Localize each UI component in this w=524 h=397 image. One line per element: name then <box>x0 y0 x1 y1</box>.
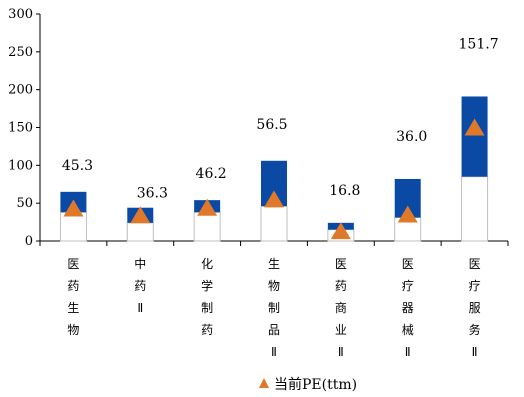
current-pe-markers <box>63 118 485 240</box>
range-bar-lower <box>59 211 87 242</box>
data-label: 56.5 <box>256 117 287 133</box>
category-label-char: 疗 <box>469 279 481 293</box>
current-pe-marker <box>130 206 151 224</box>
range-bar-lower <box>260 205 288 242</box>
category-label-char: Ⅱ <box>338 345 344 359</box>
category-label-char: 医 <box>469 257 481 271</box>
category-label-char: 生 <box>67 301 79 315</box>
category-label-char: 物 <box>67 323 79 337</box>
category-label-char: 服 <box>469 301 481 315</box>
range-bar-lower <box>126 222 154 242</box>
category-label-char: 生 <box>268 257 280 271</box>
data-labels: 45.3 36.3 46.2 56.5 16.8 36.0 151.7 <box>62 36 499 201</box>
range-bar-upper <box>461 96 488 177</box>
category-label-char: 药 <box>67 279 79 293</box>
category-label-char: 医 <box>402 257 414 271</box>
data-label: 16.8 <box>329 183 360 199</box>
y-axis: 0 50 100 150 200 250 300 <box>8 7 509 249</box>
legend-label: 当前PE(ttm) <box>274 376 357 393</box>
data-label: 46.2 <box>196 166 227 182</box>
category-label-char: 制 <box>201 301 213 315</box>
category-label-char: 化 <box>201 257 213 271</box>
category-label-char: 品 <box>268 323 280 337</box>
category-label-char: 制 <box>268 301 280 315</box>
category-label-char: Ⅱ <box>405 345 411 359</box>
y-tick-label: 100 <box>8 158 33 173</box>
category-label-char: Ⅱ <box>137 301 143 315</box>
current-pe-marker <box>330 222 351 240</box>
range-bar-lower <box>193 211 221 242</box>
data-label: 151.7 <box>459 36 499 52</box>
y-tick-label: 300 <box>8 7 33 22</box>
y-tick-label: 0 <box>25 234 33 249</box>
category-label-char: 械 <box>402 322 414 337</box>
category-label-char: Ⅱ <box>271 345 277 359</box>
y-tick-label: 50 <box>16 196 33 211</box>
data-label: 36.0 <box>396 129 427 145</box>
current-pe-marker <box>63 199 84 217</box>
category-label-char: 物 <box>268 279 280 293</box>
current-pe-marker <box>197 198 218 216</box>
data-label: 36.3 <box>137 186 168 202</box>
category-label-char: 药 <box>134 279 146 293</box>
category-label-char: 疗 <box>402 279 414 293</box>
legend-triangle-icon <box>259 378 269 388</box>
category-label-char: 医 <box>335 257 347 271</box>
y-tick-label: 150 <box>8 121 33 136</box>
category-label-char: 商 <box>335 300 347 315</box>
category-label-char: 药 <box>335 279 347 293</box>
legend: 当前PE(ttm) <box>259 376 357 393</box>
current-pe-marker <box>464 118 485 136</box>
category-label-char: 业 <box>335 323 347 337</box>
data-label: 45.3 <box>62 158 93 174</box>
category-label-char: 中 <box>134 256 146 271</box>
category-label-char: 学 <box>201 278 213 293</box>
category-label-char: 医 <box>67 257 79 271</box>
range-bar-lower <box>461 176 489 242</box>
current-pe-marker <box>264 190 284 208</box>
y-tick-label: 250 <box>8 45 33 60</box>
category-label-char: 药 <box>201 323 213 337</box>
current-pe-marker <box>397 205 418 223</box>
category-label-char: Ⅱ <box>472 345 478 359</box>
y-tick-label: 200 <box>8 83 33 98</box>
category-label-char: 务 <box>469 322 481 337</box>
category-label-char: 器 <box>402 301 414 315</box>
